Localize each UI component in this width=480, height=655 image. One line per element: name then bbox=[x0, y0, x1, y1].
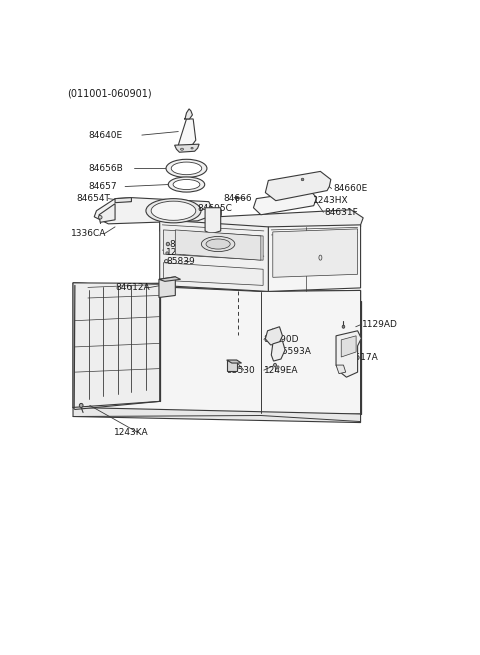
Ellipse shape bbox=[98, 215, 102, 219]
Polygon shape bbox=[73, 283, 360, 301]
Ellipse shape bbox=[166, 242, 169, 246]
Ellipse shape bbox=[79, 403, 83, 407]
Polygon shape bbox=[227, 360, 241, 363]
Text: 84695C: 84695C bbox=[197, 204, 232, 214]
Polygon shape bbox=[163, 230, 263, 260]
Polygon shape bbox=[160, 210, 363, 238]
Polygon shape bbox=[253, 191, 317, 215]
Ellipse shape bbox=[180, 148, 183, 150]
Text: 1243HX: 1243HX bbox=[313, 196, 348, 205]
Text: 84666: 84666 bbox=[223, 194, 252, 203]
Polygon shape bbox=[163, 263, 263, 286]
Text: 84651: 84651 bbox=[170, 240, 198, 248]
Ellipse shape bbox=[206, 239, 230, 249]
Polygon shape bbox=[336, 331, 361, 377]
Polygon shape bbox=[336, 365, 346, 373]
Polygon shape bbox=[73, 283, 160, 409]
Polygon shape bbox=[265, 172, 331, 200]
Ellipse shape bbox=[342, 326, 345, 328]
Polygon shape bbox=[227, 360, 237, 371]
Polygon shape bbox=[115, 198, 132, 202]
Ellipse shape bbox=[168, 177, 204, 192]
Ellipse shape bbox=[301, 178, 304, 181]
Text: 1249EA: 1249EA bbox=[264, 365, 299, 375]
Text: 84640E: 84640E bbox=[88, 130, 122, 140]
Polygon shape bbox=[159, 277, 180, 282]
Ellipse shape bbox=[173, 179, 200, 189]
Text: 84660E: 84660E bbox=[334, 184, 368, 193]
Text: 84612A: 84612A bbox=[115, 284, 150, 292]
Ellipse shape bbox=[191, 147, 193, 149]
Polygon shape bbox=[268, 225, 360, 291]
Text: 85839: 85839 bbox=[166, 257, 195, 266]
Polygon shape bbox=[184, 109, 192, 119]
Polygon shape bbox=[159, 277, 175, 297]
Text: 1336CA: 1336CA bbox=[71, 229, 107, 238]
Polygon shape bbox=[175, 230, 261, 260]
Ellipse shape bbox=[146, 198, 201, 223]
Text: 86593A: 86593A bbox=[276, 347, 312, 356]
Polygon shape bbox=[160, 220, 268, 291]
Polygon shape bbox=[205, 208, 221, 234]
Text: 84617A: 84617A bbox=[344, 352, 378, 362]
Polygon shape bbox=[175, 144, 199, 152]
Text: 1243KA: 1243KA bbox=[114, 428, 149, 437]
Text: 84631F: 84631F bbox=[324, 208, 358, 217]
Text: 84656B: 84656B bbox=[88, 164, 123, 173]
Ellipse shape bbox=[202, 236, 235, 252]
Polygon shape bbox=[94, 198, 213, 224]
Ellipse shape bbox=[274, 364, 276, 367]
Polygon shape bbox=[265, 327, 282, 345]
Polygon shape bbox=[73, 283, 360, 415]
Text: (011001-060901): (011001-060901) bbox=[67, 88, 152, 99]
Ellipse shape bbox=[151, 201, 196, 220]
Text: 1129AD: 1129AD bbox=[362, 320, 398, 329]
Ellipse shape bbox=[166, 252, 168, 254]
Polygon shape bbox=[341, 336, 356, 357]
Polygon shape bbox=[73, 407, 360, 422]
Text: 1249EA: 1249EA bbox=[166, 248, 201, 257]
Ellipse shape bbox=[171, 162, 202, 175]
Text: 95530: 95530 bbox=[227, 365, 255, 375]
Polygon shape bbox=[178, 119, 196, 148]
Polygon shape bbox=[99, 204, 115, 222]
Ellipse shape bbox=[166, 159, 207, 178]
Text: 84654T: 84654T bbox=[77, 194, 110, 203]
Ellipse shape bbox=[277, 366, 279, 368]
Polygon shape bbox=[271, 341, 285, 361]
Text: 84657: 84657 bbox=[88, 182, 117, 191]
Polygon shape bbox=[273, 229, 358, 277]
Text: 84690D: 84690D bbox=[264, 335, 300, 345]
